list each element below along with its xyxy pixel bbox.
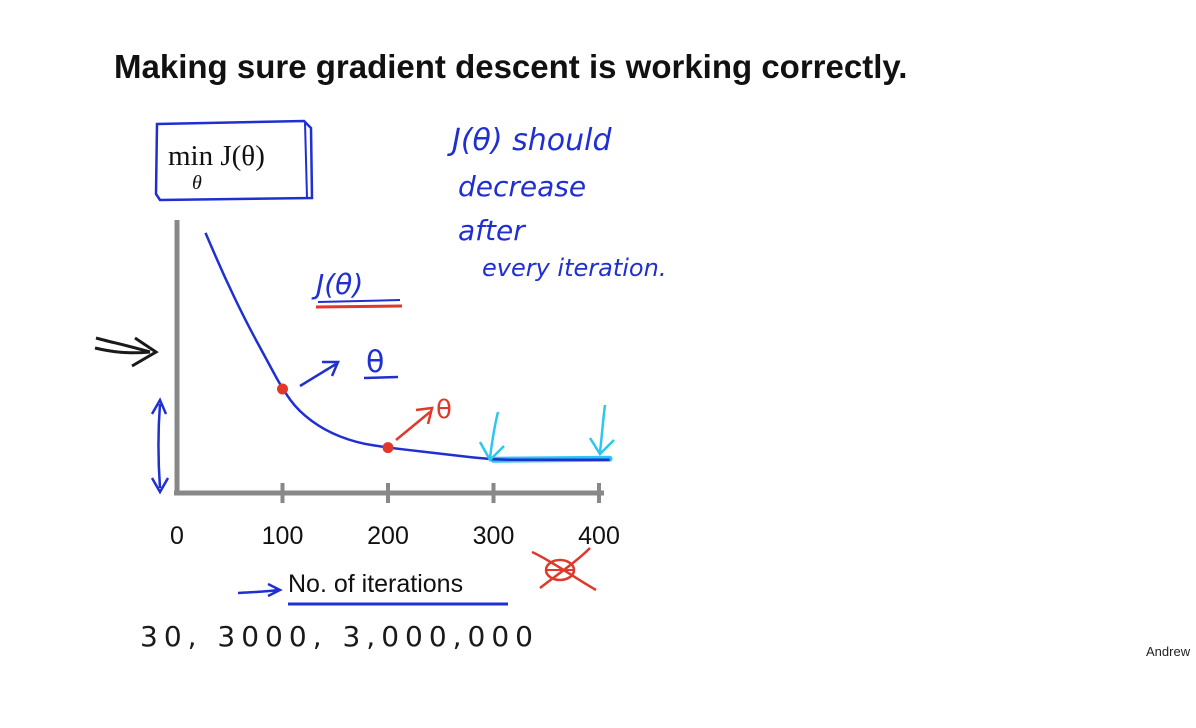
slide-title: Making sure gradient descent is working … (114, 48, 908, 85)
highlight-point-1 (277, 383, 288, 395)
cyan-arrow-2 (588, 404, 615, 456)
note-line-2: decrease (458, 170, 586, 203)
x-axis-label: No. of iterations (288, 570, 464, 598)
objective-box (154, 119, 314, 202)
x-tick-label-400: 400 (578, 522, 620, 550)
x-tick-label-100: 100 (262, 522, 304, 550)
x-tick-label-0: 0 (170, 522, 184, 550)
note-line-4: every iteration. (482, 254, 666, 282)
curve-label-underline-blue (317, 299, 401, 303)
curve-label: J(θ) (311, 268, 363, 301)
theta-label-red: θ (436, 395, 452, 425)
x-tick-label-200: 200 (367, 522, 409, 550)
objective-formula: min J(θ) (168, 140, 265, 172)
cyan-arrow-1 (478, 411, 505, 463)
note-line-1: J(θ) should (447, 123, 612, 158)
cost-curve (204, 232, 610, 462)
iteration-examples: 30, 3000, 3,000,000 (140, 620, 539, 653)
theta-label-blue: θ (366, 345, 384, 380)
footer-author: Andrew (1146, 644, 1191, 659)
note-line-3: after (458, 214, 526, 247)
highlight-point-2 (382, 442, 394, 454)
objective-subscript: θ (192, 172, 202, 194)
curve-label-underline-red (315, 304, 403, 309)
theta-arrow-red (395, 406, 434, 441)
x-tick-label-300: 300 (473, 522, 515, 550)
theta-label-underline (363, 375, 399, 380)
vertical-double-arrow (150, 397, 170, 495)
theta-arrow-blue (299, 360, 340, 388)
left-arrow-marker (94, 336, 159, 368)
xlabel-arrow (237, 582, 283, 598)
